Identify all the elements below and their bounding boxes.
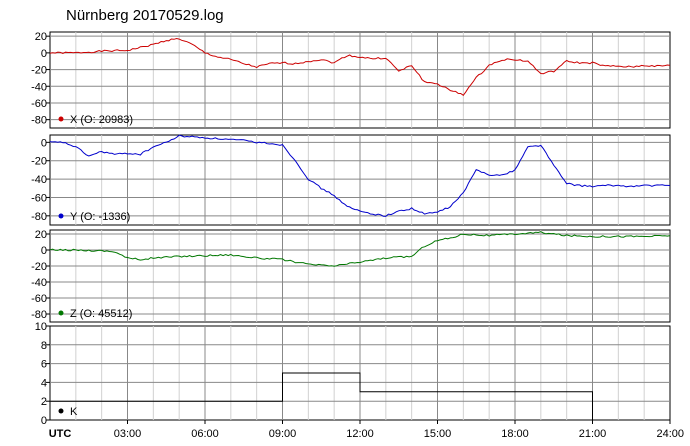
- legend-label: Y (O: -1336): [70, 211, 130, 223]
- x-tick-label: 24:00: [656, 428, 684, 440]
- y-tick-label: -80: [31, 115, 47, 127]
- y-tick-label: -40: [31, 277, 47, 289]
- legend-label: Z (O: 45512): [70, 308, 132, 320]
- y-tick-label: 20: [35, 229, 47, 241]
- y-tick-label: 20: [35, 31, 47, 43]
- y-tick-label: 0: [41, 48, 47, 60]
- y-tick-label: -60: [31, 192, 47, 204]
- y-tick-label: -40: [31, 81, 47, 93]
- y-tick-label: 8: [41, 340, 47, 352]
- y-tick-label: -80: [31, 211, 47, 223]
- x-tick-label: 03:00: [114, 428, 142, 440]
- y-tick-label: 6: [41, 359, 47, 371]
- y-tick-label: 4: [41, 377, 47, 389]
- chart-title: Nürnberg 20170529.log: [66, 7, 224, 24]
- series-line: [49, 134, 671, 217]
- y-tick-label: -20: [31, 156, 47, 168]
- legend-label: X (O: 20983): [70, 114, 133, 126]
- x-axis-label: UTC: [49, 428, 72, 440]
- x-tick-label: 09:00: [269, 428, 297, 440]
- legend-label: K: [70, 406, 78, 418]
- y-tick-label: -60: [31, 98, 47, 110]
- y-tick-label: -40: [31, 174, 47, 186]
- y-tick-label: 2: [41, 396, 47, 408]
- x-tick-label: 15:00: [424, 428, 452, 440]
- y-tick-label: 10: [35, 321, 47, 333]
- y-tick-label: 0: [41, 415, 47, 427]
- x-tick-label: 06:00: [191, 428, 219, 440]
- y-tick-label: 0: [41, 137, 47, 149]
- series-line: [49, 37, 671, 96]
- x-tick-label: 21:00: [579, 428, 607, 440]
- y-tick-label: -20: [31, 65, 47, 77]
- y-tick-label: -20: [31, 261, 47, 273]
- legend-marker: [58, 408, 64, 414]
- series-line: [50, 372, 593, 420]
- legend-marker: [58, 310, 64, 316]
- y-tick-label: 0: [41, 245, 47, 257]
- legend-marker: [58, 213, 64, 219]
- legend-marker: [58, 116, 64, 122]
- y-tick-label: -60: [31, 293, 47, 305]
- x-tick-label: 12:00: [346, 428, 374, 440]
- x-tick-label: 18:00: [501, 428, 529, 440]
- y-tick-label: -80: [31, 309, 47, 321]
- series-line: [49, 231, 671, 267]
